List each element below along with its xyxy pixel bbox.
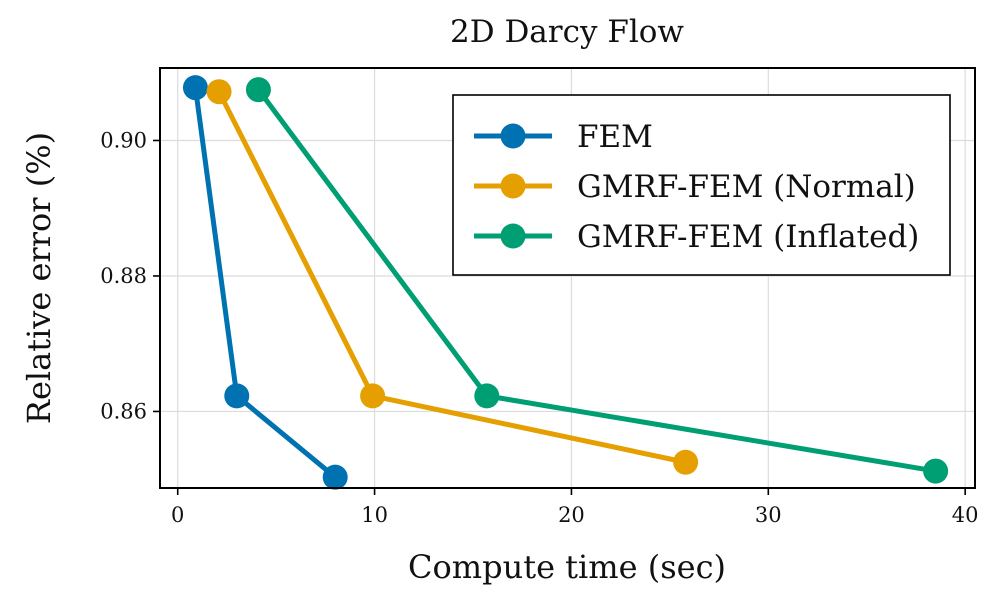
data-point-fem xyxy=(322,464,348,490)
legend-label-fem: FEM xyxy=(577,119,653,155)
x-tick-label: 40 xyxy=(952,503,979,527)
x-tick-label: 30 xyxy=(755,503,782,527)
data-point-gmrf-fem-normal xyxy=(360,383,386,409)
data-point-fem xyxy=(224,383,250,409)
axis-ticks: 0 10 20 30 40 0.86 0.88 0.90 xyxy=(100,128,978,527)
x-axis-label: Compute time (sec) xyxy=(408,548,726,586)
data-point-gmrf-fem-normal xyxy=(673,449,699,475)
legend-label-gmrf-fem-inflated: GMRF-FEM (Inflated) xyxy=(577,219,919,255)
legend-label-gmrf-fem-normal: GMRF-FEM (Normal) xyxy=(577,169,916,205)
x-tick-label: 10 xyxy=(361,503,388,527)
legend-marker-gmrf-fem-inflated xyxy=(500,223,526,249)
x-tick-label: 20 xyxy=(558,503,585,527)
legend-marker-fem xyxy=(500,123,526,149)
legend-marker-gmrf-fem-normal xyxy=(500,173,526,199)
y-tick-label: 0.90 xyxy=(100,128,147,152)
data-point-fem xyxy=(182,75,208,101)
plot-frame xyxy=(159,67,976,489)
chart-title: 2D Darcy Flow xyxy=(450,14,684,50)
data-point-gmrf-fem-normal xyxy=(206,79,232,105)
y-tick-label: 0.88 xyxy=(100,264,147,288)
plot-series xyxy=(182,75,949,490)
y-axis-label: Relative error (%) xyxy=(20,132,58,424)
x-tick-label: 0 xyxy=(171,503,184,527)
y-tick-label: 0.86 xyxy=(100,399,147,423)
legend: FEM GMRF-FEM (Normal) GMRF-FEM (Inflated) xyxy=(452,94,951,276)
data-point-gmrf-fem-inflated xyxy=(474,383,500,409)
data-point-gmrf-fem-inflated xyxy=(245,77,271,103)
data-point-gmrf-fem-inflated xyxy=(923,458,949,484)
